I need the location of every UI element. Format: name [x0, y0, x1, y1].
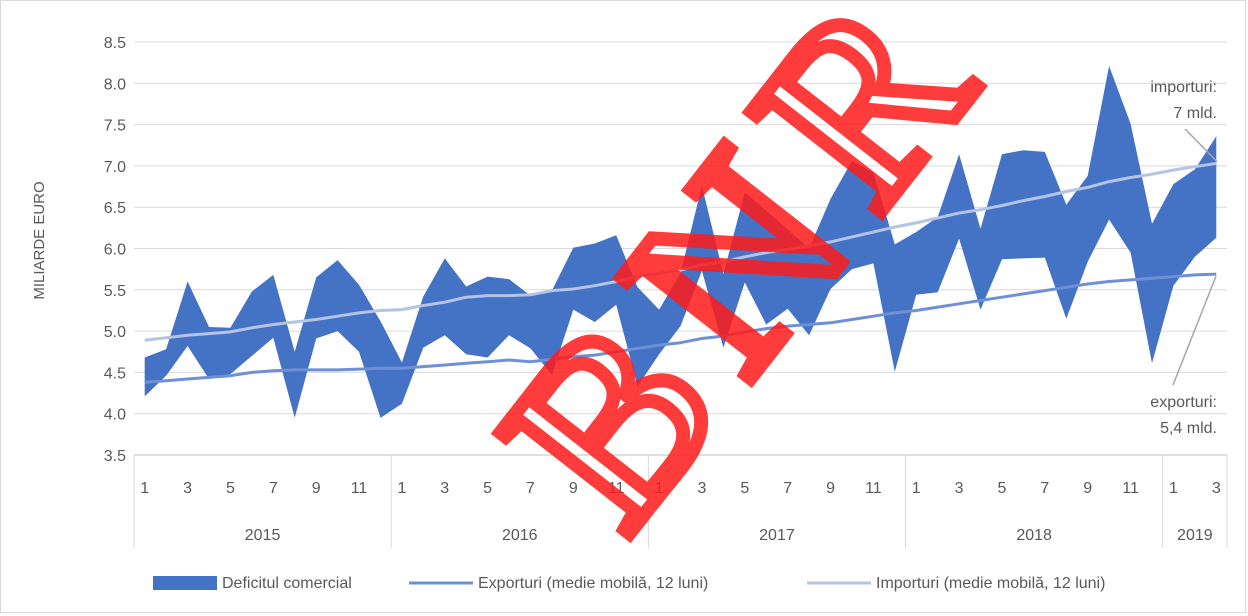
x-month-label: 5 [226, 480, 235, 497]
x-month-label: 11 [351, 480, 368, 497]
x-year-label: 2019 [1177, 527, 1213, 544]
x-month-label: 11 [608, 480, 625, 497]
imports-annotation-text: 7 mld. [1173, 105, 1217, 122]
exports-annotation-text: 5,4 mld. [1160, 420, 1217, 437]
y-tick-label: 4.0 [104, 407, 126, 424]
y-tick-label: 8.0 [104, 76, 126, 93]
x-month-label: 3 [440, 480, 449, 497]
y-tick-label: 7.0 [104, 159, 126, 176]
x-month-label: 1 [140, 480, 149, 497]
y-tick-label: 6.5 [104, 200, 126, 217]
y-tick-label: 4.5 [104, 365, 126, 382]
exports-annotation-leader [1172, 275, 1217, 386]
x-month-label: 1 [655, 480, 664, 497]
x-month-label: 1 [1169, 480, 1178, 497]
legend-imports-label: Importuri (medie mobilă, 12 luni) [876, 575, 1105, 592]
deficit-band [144, 66, 1217, 418]
x-year-label: 2016 [502, 527, 538, 544]
x-year-label: 2017 [759, 527, 795, 544]
x-month-label: 11 [1122, 480, 1139, 497]
imports-annotation-text: importuri: [1150, 79, 1217, 96]
exports-moving-average-line [144, 272, 1217, 384]
y-tick-label: 5.0 [104, 324, 126, 341]
legend-exports-label: Exporturi (medie mobilă, 12 luni) [478, 575, 708, 592]
legend-deficit-swatch [153, 576, 217, 590]
x-month-label: 7 [1040, 480, 1049, 497]
x-month-label: 7 [269, 480, 278, 497]
x-month-label: 9 [826, 480, 835, 497]
y-tick-label: 5.5 [104, 283, 126, 300]
y-tick-label: 8.5 [104, 35, 126, 52]
exports-annotation-text: exporturi: [1150, 394, 1217, 411]
x-year-label: 2015 [245, 527, 281, 544]
x-month-label: 3 [697, 480, 706, 497]
x-month-label: 5 [998, 480, 1007, 497]
x-month-label: 3 [1212, 480, 1221, 497]
legend-deficit-label: Deficitul comercial [222, 575, 352, 592]
x-month-label: 3 [955, 480, 964, 497]
x-month-label: 1 [912, 480, 921, 497]
x-month-label: 9 [1083, 480, 1092, 497]
imports-annotation-leader [1184, 128, 1218, 162]
y-tick-label: 6.0 [104, 242, 126, 259]
imports-moving-average-line [144, 161, 1217, 342]
x-month-label: 9 [569, 480, 578, 497]
y-tick-label: 3.5 [104, 448, 126, 465]
y-tick-label: 7.5 [104, 118, 126, 135]
x-month-label: 11 [865, 480, 882, 497]
x-month-label: 1 [397, 480, 406, 497]
x-month-label: 7 [783, 480, 792, 497]
x-month-label: 3 [183, 480, 192, 497]
x-month-label: 7 [526, 480, 535, 497]
x-year-label: 2018 [1016, 527, 1052, 544]
x-month-label: 5 [740, 480, 749, 497]
y-axis-label: MILIARDE EURO [31, 181, 48, 299]
x-month-label: 9 [312, 480, 321, 497]
x-month-label: 5 [483, 480, 492, 497]
